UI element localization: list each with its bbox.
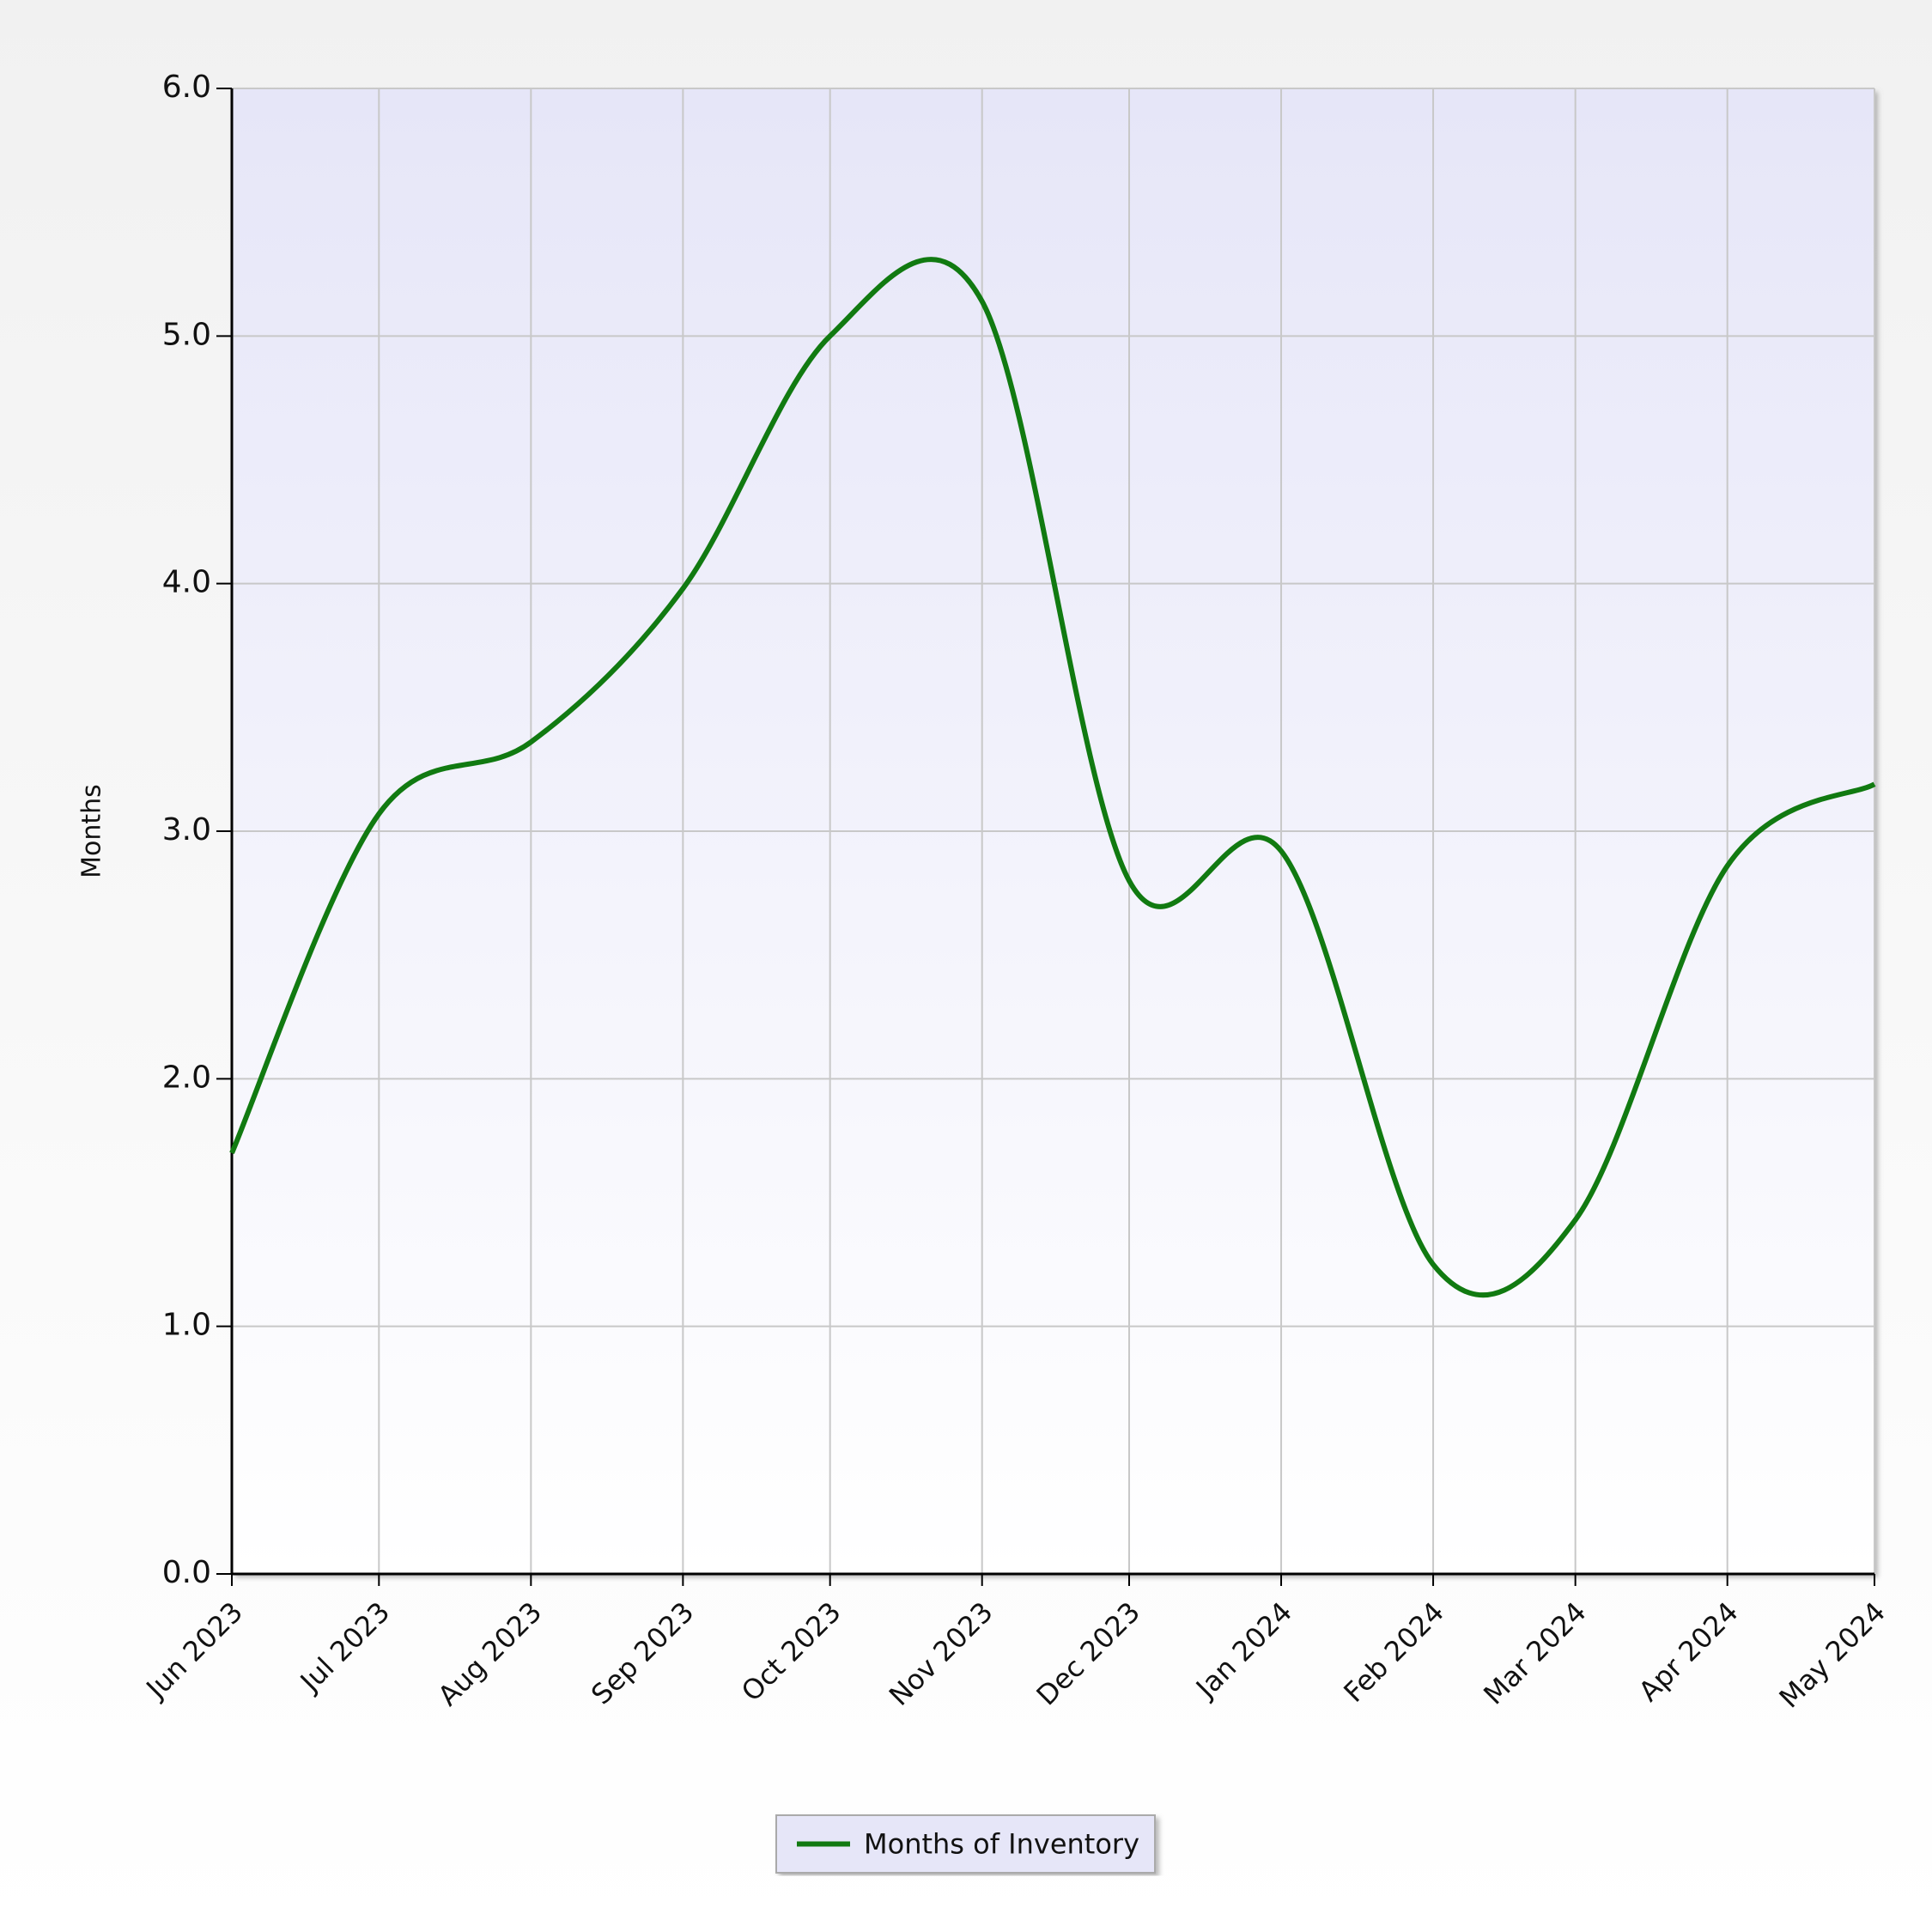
y-tick-label: 4.0 xyxy=(162,565,211,600)
y-tick-label: 0.0 xyxy=(162,1555,211,1590)
y-tick-label: 5.0 xyxy=(162,317,211,352)
y-tick-label: 1.0 xyxy=(162,1308,211,1343)
line-series xyxy=(229,257,1876,1298)
legend-label: Months of Inventory xyxy=(864,1828,1139,1861)
y-axis-label: Months xyxy=(77,784,107,878)
y-tick-label: 6.0 xyxy=(162,70,211,105)
y-tick-label: 3.0 xyxy=(162,812,211,848)
y-tick-label: 2.0 xyxy=(162,1060,211,1095)
